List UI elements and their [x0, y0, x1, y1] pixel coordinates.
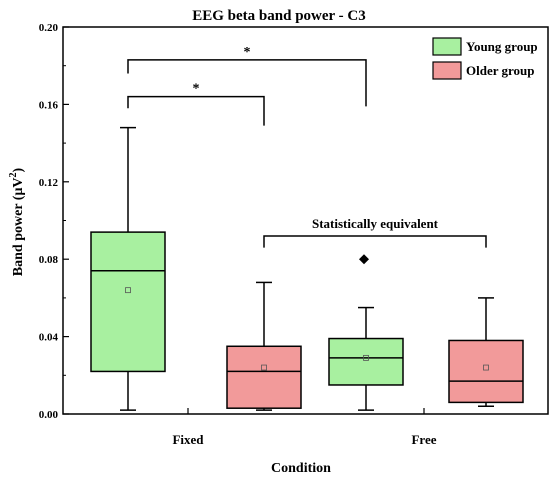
x-axis: Fixed Free	[172, 408, 437, 447]
chart-title: EEG beta band power - C3	[192, 8, 366, 24]
legend: Young group Older group	[432, 37, 538, 80]
mean-marker	[363, 354, 369, 361]
annotation-bracket-3: Statistically equivalent	[263, 216, 487, 248]
box-iqr	[90, 231, 166, 373]
box-iqr	[226, 345, 302, 409]
bracket-line	[127, 59, 367, 107]
box-young-free	[328, 254, 404, 411]
x-tick-label-free: Free	[411, 432, 436, 447]
annotation-label: *	[193, 82, 200, 97]
y-tick-label: 0.16	[39, 99, 59, 111]
legend-swatch	[432, 37, 462, 56]
bracket-line	[127, 95, 265, 126]
y-tick-label: 0.08	[39, 254, 59, 266]
y-tick-label: 0.04	[39, 332, 59, 344]
legend-label: Older group	[466, 63, 535, 78]
annotation-bracket-1: *	[127, 82, 265, 126]
box-series	[90, 126, 524, 411]
mean-marker	[125, 287, 131, 294]
x-axis-label: Condition	[271, 461, 331, 476]
legend-swatch	[432, 61, 462, 80]
mean-marker	[483, 364, 489, 371]
box-older-fixed	[226, 281, 302, 411]
box-iqr	[328, 337, 404, 386]
y-tick-label: 0.12	[39, 177, 59, 189]
box-iqr	[448, 339, 524, 404]
annotation-bracket-2: *	[127, 45, 367, 107]
box-young-fixed	[90, 126, 166, 411]
annotation-label: Statistically equivalent	[312, 216, 439, 231]
annotation-label: *	[244, 45, 251, 60]
legend-label: Young group	[466, 39, 538, 54]
x-tick-label-fixed: Fixed	[172, 432, 204, 447]
mean-marker	[261, 364, 267, 371]
bracket-line	[263, 235, 487, 248]
significance-annotations: * * Statistically equivalent	[127, 45, 487, 248]
y-tick-label: 0.20	[39, 22, 59, 34]
y-axis-label: Band power (μV2)	[8, 167, 26, 276]
box-older-free	[448, 297, 524, 408]
y-axis: 0.00 0.04 0.08 0.12 0.16 0.20	[39, 22, 69, 421]
outlier-point	[359, 254, 369, 265]
legend-item-young: Young group	[432, 37, 538, 56]
legend-item-older: Older group	[432, 61, 535, 80]
y-tick-label: 0.00	[39, 409, 59, 421]
